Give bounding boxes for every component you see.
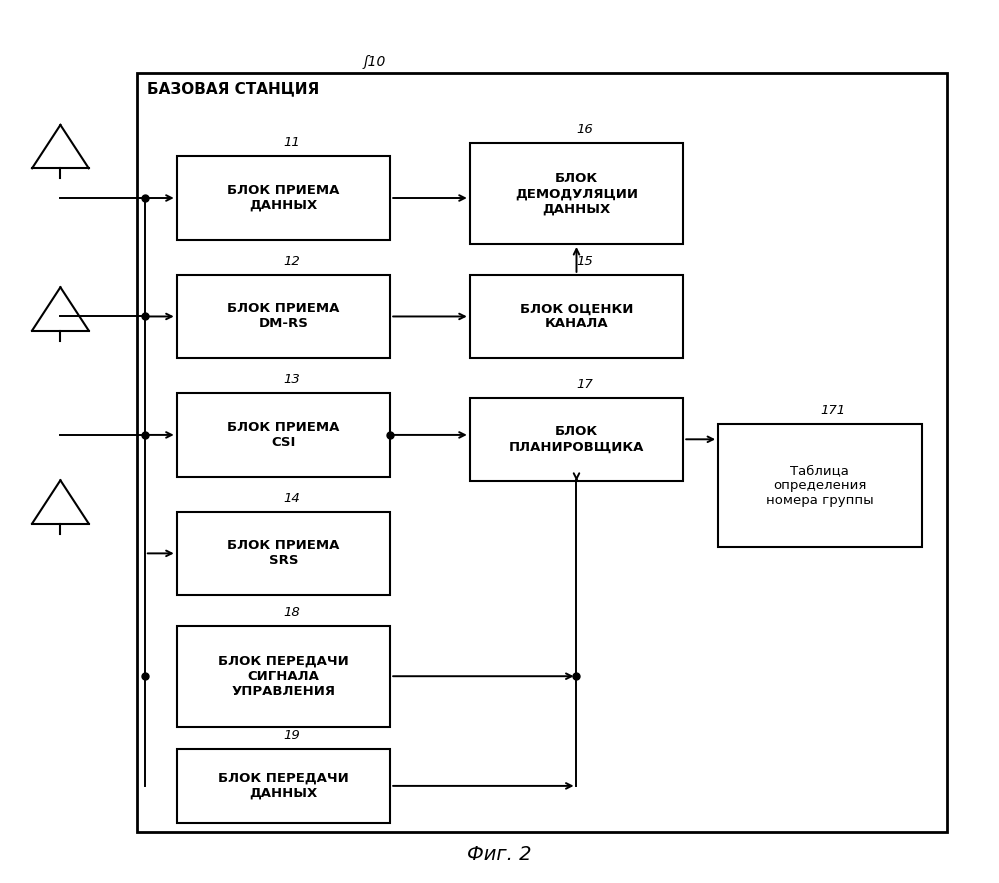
Text: ʃ10: ʃ10 <box>364 55 386 69</box>
Text: БАЗОВАЯ СТАНЦИЯ: БАЗОВАЯ СТАНЦИЯ <box>147 82 319 97</box>
Text: БЛОК ОЦЕНКИ
КАНАЛА: БЛОК ОЦЕНКИ КАНАЛА <box>519 303 633 330</box>
Text: БЛОК
ПЛАНИРОВЩИКА: БЛОК ПЛАНИРОВЩИКА <box>508 426 644 453</box>
Text: БЛОК ПРИЕМА
DM-RS: БЛОК ПРИЕМА DM-RS <box>227 303 340 330</box>
Text: БЛОК ПЕРЕДАЧИ
ДАННЫХ: БЛОК ПЕРЕДАЧИ ДАННЫХ <box>218 772 349 800</box>
Text: Таблица
определения
номера группы: Таблица определения номера группы <box>766 464 874 507</box>
FancyBboxPatch shape <box>177 275 391 358</box>
Text: 13: 13 <box>284 374 300 386</box>
Text: 17: 17 <box>576 378 593 390</box>
FancyBboxPatch shape <box>177 749 391 823</box>
Text: 15: 15 <box>576 255 593 268</box>
Text: БЛОК ПЕРЕДАЧИ
СИГНАЛА
УПРАВЛЕНИЯ: БЛОК ПЕРЕДАЧИ СИГНАЛА УПРАВЛЕНИЯ <box>218 654 349 698</box>
Text: 12: 12 <box>284 255 300 268</box>
FancyBboxPatch shape <box>470 143 683 244</box>
Text: 18: 18 <box>284 606 300 619</box>
Text: Фиг. 2: Фиг. 2 <box>468 845 531 864</box>
Text: БЛОК ПРИЕМА
CSI: БЛОК ПРИЕМА CSI <box>227 421 340 449</box>
FancyBboxPatch shape <box>137 73 946 832</box>
Text: БЛОК ПРИЕМА
SRS: БЛОК ПРИЕМА SRS <box>227 540 340 568</box>
Text: 14: 14 <box>284 492 300 505</box>
Text: 171: 171 <box>820 404 845 417</box>
Text: БЛОК
ДЕМОДУЛЯЦИИ
ДАННЫХ: БЛОК ДЕМОДУЛЯЦИИ ДАННЫХ <box>515 172 638 215</box>
FancyBboxPatch shape <box>177 156 391 239</box>
FancyBboxPatch shape <box>177 393 391 477</box>
Text: 19: 19 <box>284 728 300 742</box>
Text: БЛОК ПРИЕМА
ДАННЫХ: БЛОК ПРИЕМА ДАННЫХ <box>227 184 340 212</box>
FancyBboxPatch shape <box>177 511 391 595</box>
Text: 16: 16 <box>576 123 593 136</box>
FancyBboxPatch shape <box>470 275 683 358</box>
Text: 11: 11 <box>284 136 300 149</box>
FancyBboxPatch shape <box>177 626 391 727</box>
FancyBboxPatch shape <box>470 397 683 481</box>
FancyBboxPatch shape <box>718 424 922 547</box>
